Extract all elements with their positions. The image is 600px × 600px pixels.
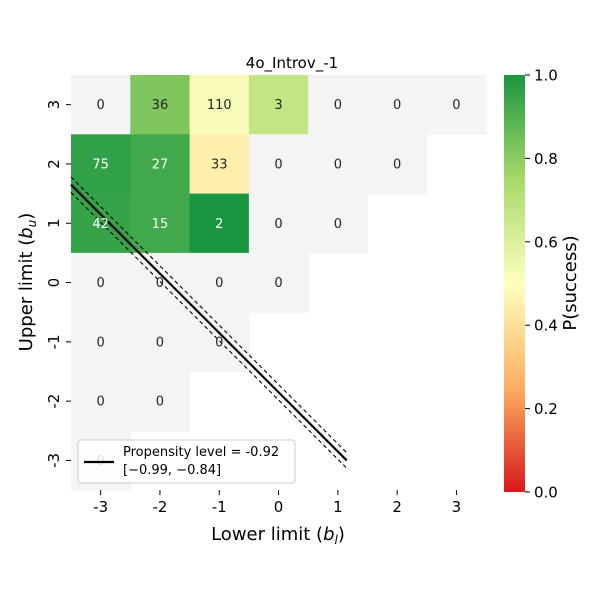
colorbar-tick-label: 0.2 [534,400,558,418]
legend-entry-line1: Propensity level = -0.92 [123,445,279,460]
colorbar-tick-label: 1.0 [534,67,558,85]
cell-count-label: 0 [334,217,342,232]
x-tick-label: -3 [93,498,108,516]
heatmap-cell [248,193,309,254]
cell-count-label: 0 [97,276,105,291]
x-tick-label: 0 [274,498,284,516]
propensity-line [70,183,348,462]
cell-count-label: 0 [97,98,105,113]
chart-title: 4o_Introv_-1 [246,54,338,73]
heatmap-cell [189,252,250,313]
cell-count-label: 0 [274,217,282,232]
legend-entry-line2: [−0.99, −0.84] [123,463,221,478]
cell-count-label: 0 [215,276,223,291]
heatmap-cell [426,75,487,135]
colorbar: 0.0 0.2 0.4 0.6 0.8 1.0 P(success) [504,67,581,502]
y-tick-label: 2 [45,159,63,169]
heatmap-cell [367,75,428,135]
x-tick-label: 1 [333,498,343,516]
cell-count-label: 0 [215,335,223,350]
heatmap-cell [130,312,191,373]
colorbar-scale [504,75,525,492]
heatmap-cell [130,75,191,135]
ci-upper-line [70,176,348,454]
x-tick-label: 3 [452,498,462,516]
cell-count-label: 110 [207,98,232,113]
heatmap-cell [130,371,191,432]
heatmap-cell [130,193,191,254]
cell-count-label: 0 [156,335,164,350]
heatmap-cell [130,134,191,195]
cell-count-label: 2 [215,217,223,232]
legend-box [77,439,296,484]
colorbar-label: P(success) [560,235,581,330]
heatmap-cell [248,75,309,135]
cell-count-label: 36 [152,98,169,113]
y-tick-label: 1 [45,218,63,228]
y-tick-label: -2 [45,394,63,409]
heatmap-cell [308,75,369,135]
cell-count-label: 0 [274,276,282,291]
ci-lower-line [70,192,348,469]
cell-count-label: 0 [274,157,282,172]
y-tick-label: -3 [45,453,63,468]
heatmap-cell [308,193,369,254]
y-tick-label: 3 [45,100,63,110]
cell-count-label: 0 [97,335,105,350]
heatmap-cell [71,371,131,432]
heatmap-cell [308,134,369,195]
y-tick-label: -1 [45,334,63,349]
heatmap-cell [189,312,250,373]
colorbar-tick-label: 0.8 [534,150,558,168]
legend: Propensity level = -0.92 [−0.99, −0.84] [77,439,296,484]
y-tick-label: 0 [45,278,63,288]
cell-count-label: 15 [152,217,169,232]
cell-count-label: 3 [274,98,282,113]
cell-count-label: 0 [334,157,342,172]
colorbar-tick-label: 0.6 [534,233,558,251]
cell-count-label: 0 [156,276,164,291]
heatmap-cell [71,193,131,254]
heatmap-cell [248,134,309,195]
heatmap-cell [367,134,428,195]
x-tick-label: -1 [212,498,227,516]
heatmap-cell [189,134,250,195]
cell-count-label: 42 [92,217,109,232]
heatmap-cell [71,134,131,195]
colorbar-tick-label: 0.4 [534,317,558,335]
heatmap-cell [248,252,309,313]
cell-count-label: 0 [156,395,164,410]
cell-count-label: 75 [92,157,109,172]
heatmap-cell [189,193,250,254]
cell-count-label: 0 [334,98,342,113]
heatmap-cell [130,252,191,313]
heatmap-cell [71,252,131,313]
cell-count-label: 0 [393,98,401,113]
cell-labels: 036110300075273300042152000000000000 [92,98,460,469]
heatmap-cell [71,312,131,373]
colorbar-tick-label: 0.0 [534,484,558,502]
x-tick-label: -2 [152,498,167,516]
propensity-lines [70,176,348,469]
heatmap-cell [71,75,131,135]
colorbar-ticks: 0.0 0.2 0.4 0.6 0.8 1.0 [525,67,558,502]
cell-count-label: 27 [152,157,169,172]
cell-count-label: 0 [97,395,105,410]
heatmap-cell [189,75,250,135]
cell-count-label: 0 [452,98,460,113]
cell-count-label: 33 [211,157,228,172]
cell-count-label: 0 [393,157,401,172]
x-tick-label: 2 [392,498,402,516]
y-axis-label: Upper limit (bu) [16,213,39,352]
x-axis-label: Lower limit (bl) [211,524,345,547]
